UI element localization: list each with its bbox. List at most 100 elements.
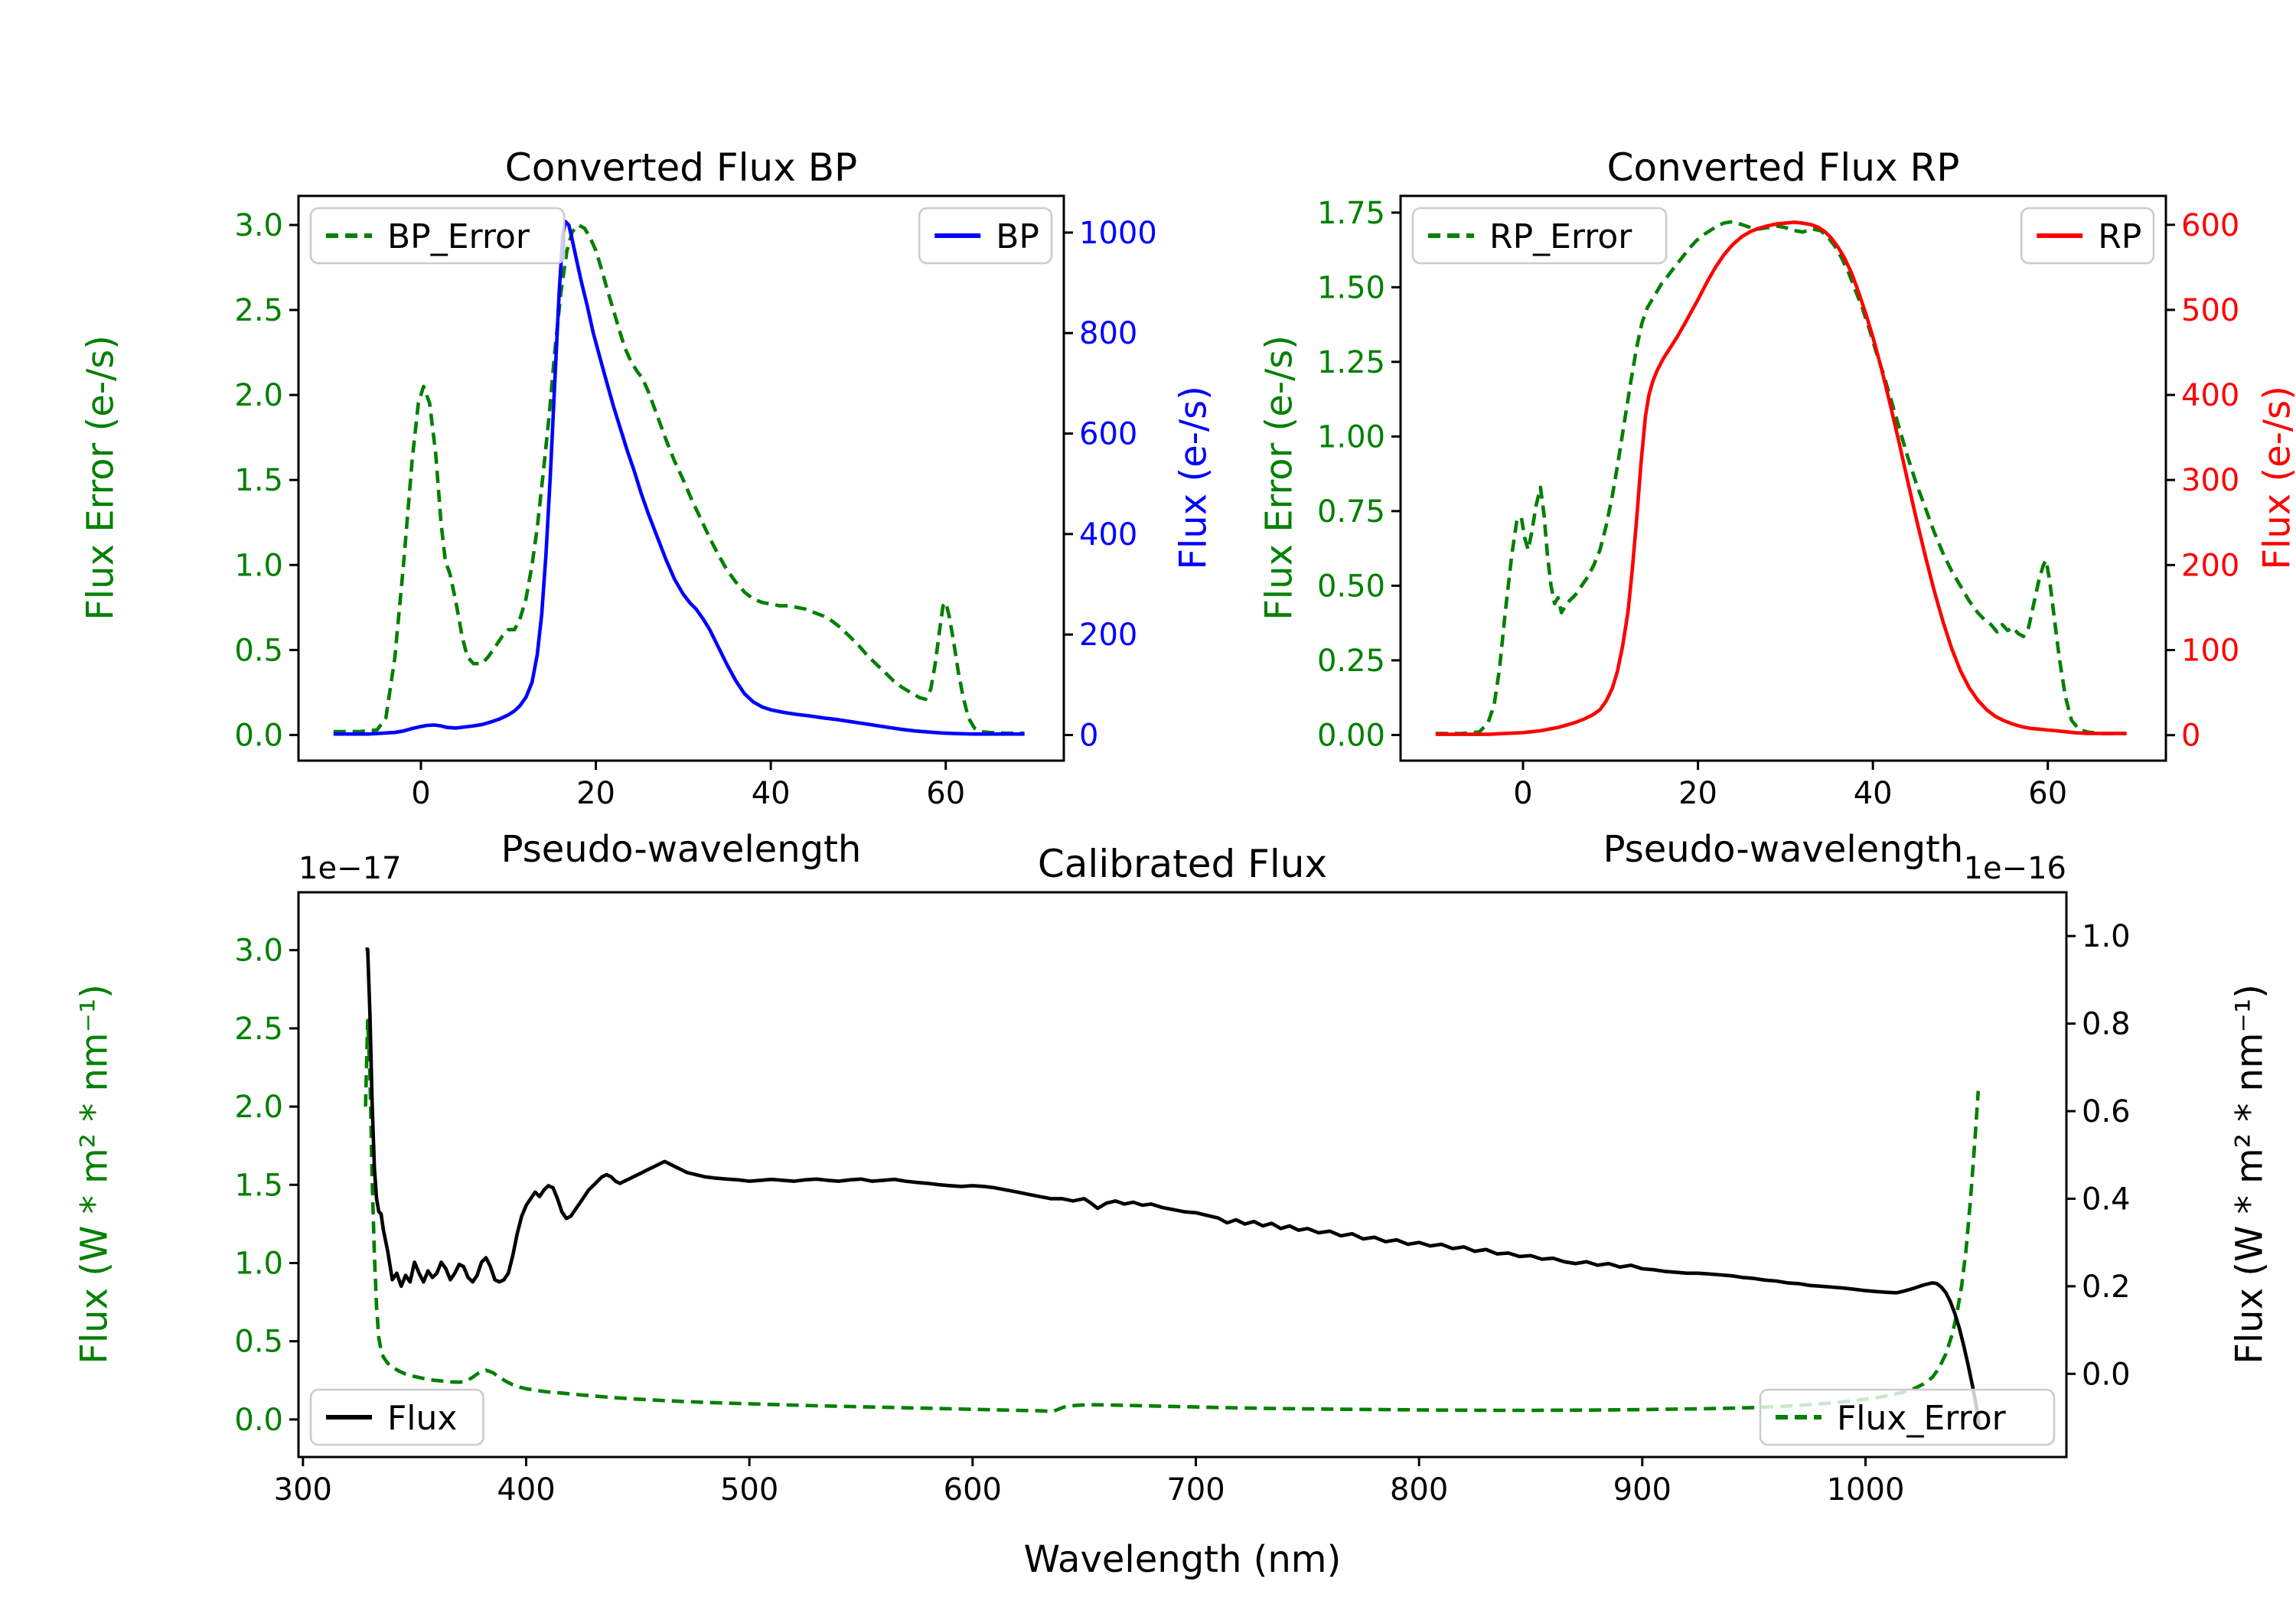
legend-label: BP <box>996 217 1039 256</box>
x-tick-label: 20 <box>1678 776 1717 811</box>
legend-rp-error: RP_Error <box>1411 207 1668 265</box>
x-tick-label: 300 <box>274 1472 332 1508</box>
y-tick-label-right: 100 <box>2181 634 2239 669</box>
y-tick-label-right: 200 <box>1079 618 1137 653</box>
x-axis-label-calibrated: Wavelength (nm) <box>1023 1538 1342 1581</box>
y-tick-label-right: 1000 <box>1079 216 1157 251</box>
y-tick-label-right: 0.0 <box>2082 1357 2131 1392</box>
x-tick-label: 20 <box>576 776 615 811</box>
plot-calibrated: 300 400 500 600 700 800 900 1000 0.0 0.5 1.0 1.5 2.0… <box>234 891 2131 1508</box>
y-axis-label-rp-left: Flux Error (e-/s) <box>1257 335 1301 621</box>
y-tick-label-left: 1.0 <box>234 548 283 583</box>
legend-label: RP <box>2098 217 2141 256</box>
x-tick-label: 40 <box>1854 776 1893 811</box>
x-tick-label: 600 <box>944 1472 1002 1508</box>
y-tick-label-left: 0.25 <box>1317 644 1385 679</box>
y-tick-label-left: 1.5 <box>234 1168 283 1203</box>
y-tick-label-right: 200 <box>2181 548 2239 583</box>
plot-title-calibrated: Calibrated Flux <box>1037 842 1328 886</box>
y-tick-label-left: 2.5 <box>234 293 283 328</box>
legend-frame <box>2020 207 2155 265</box>
y-tick-label-left: 1.75 <box>1317 196 1385 231</box>
plot-rp: 0 20 40 60 0.00 0.25 0.50 0.75 1.00 1.25 1.50 1.75 0… <box>1317 194 2239 811</box>
y-axis-label-calibrated-right: Flux (W * m² * nm⁻¹) <box>2228 984 2272 1364</box>
x-tick-label: 60 <box>2028 776 2067 811</box>
scale-offset-right: 1e−16 <box>1963 849 2067 886</box>
y-tick-label-right: 600 <box>1079 417 1137 452</box>
legend-flux: Flux <box>309 1388 484 1446</box>
y-axis-label-bp-right: Flux (e-/s) <box>1172 386 1215 570</box>
y-tick-label-left: 0.75 <box>1317 494 1385 530</box>
plot-title-rp: Converted Flux RP <box>1606 145 1960 190</box>
x-axis-label-rp: Pseudo-wavelength <box>1603 828 1964 871</box>
series-flux-error <box>364 1019 1981 1413</box>
series-bp-error <box>333 223 1025 735</box>
y-tick-label-right: 0.4 <box>2082 1182 2131 1217</box>
legend-frame <box>309 207 566 265</box>
y-tick-label-left: 2.5 <box>234 1012 283 1047</box>
legend-flux-error: Flux_Error <box>1759 1388 2056 1446</box>
legend-frame <box>918 207 1053 265</box>
axes-spines-rp <box>1399 194 2167 762</box>
y-tick-label-left: 0.5 <box>234 1325 283 1360</box>
plot-bp: 0 20 40 60 0.0 0.5 1.0 1.5 2.0 2.5 3.0 0 200 400 600 80… <box>234 194 1157 811</box>
y-tick-label-left: 0.0 <box>234 1403 283 1438</box>
axes-spines-calibrated <box>297 891 2068 1459</box>
series-flux <box>365 947 1981 1427</box>
legend-label: Flux_Error <box>1837 1399 2007 1438</box>
y-tick-label-right: 400 <box>1079 517 1137 553</box>
y-tick-label-right: 400 <box>2181 378 2239 413</box>
x-tick-label: 500 <box>720 1472 778 1508</box>
y-tick-label-left: 1.25 <box>1317 345 1385 380</box>
y-tick-label-right: 300 <box>2181 463 2239 498</box>
y-tick-label-left: 1.00 <box>1317 419 1385 455</box>
x-tick-label: 1000 <box>1827 1472 1905 1508</box>
legend-frame <box>1759 1388 2056 1446</box>
y-tick-label-right: 0.2 <box>2082 1270 2131 1305</box>
y-tick-label-right: 0 <box>2181 719 2200 754</box>
y-tick-label-left: 1.5 <box>234 463 283 498</box>
y-tick-label-left: 1.0 <box>234 1247 283 1282</box>
y-tick-label-right: 0.8 <box>2082 1007 2131 1042</box>
legend-frame <box>1411 207 1668 265</box>
y-tick-label-left: 2.0 <box>234 378 283 413</box>
y-tick-label-left: 0.5 <box>234 633 283 668</box>
axes-spines-bp <box>297 194 1065 762</box>
y-tick-label-left: 0.00 <box>1317 718 1385 753</box>
y-tick-label-left: 0.50 <box>1317 569 1385 604</box>
legend-bp-error: BP_Error <box>309 207 566 265</box>
legend-label: Flux <box>387 1399 457 1438</box>
y-tick-label-right: 1.0 <box>2082 919 2131 954</box>
x-tick-label: 0 <box>1513 776 1532 811</box>
legend-label: RP_Error <box>1489 217 1632 256</box>
x-tick-label: 400 <box>497 1472 555 1508</box>
x-tick-label: 800 <box>1390 1472 1448 1508</box>
y-tick-label-left: 0.0 <box>234 718 283 753</box>
y-tick-label-right: 0 <box>1079 719 1098 754</box>
series-bp <box>333 220 1025 736</box>
x-tick-label: 60 <box>926 776 965 811</box>
y-axis-label-bp-left: Flux Error (e-/s) <box>79 335 122 621</box>
y-axis-label-calibrated-left: Flux (W * m² * nm⁻¹) <box>73 984 116 1364</box>
y-tick-label-left: 1.50 <box>1317 270 1385 305</box>
x-tick-label: 900 <box>1613 1472 1671 1508</box>
legend-frame <box>309 1388 484 1446</box>
y-tick-label-right: 0.6 <box>2082 1094 2131 1129</box>
y-tick-label-right: 800 <box>1079 316 1137 351</box>
plot-title-bp: Converted Flux BP <box>504 145 858 190</box>
x-tick-label: 40 <box>752 776 791 811</box>
y-axis-label-rp-right: Flux (e-/s) <box>2255 386 2296 570</box>
y-tick-label-right: 600 <box>2181 208 2239 243</box>
legend-label: BP_Error <box>387 217 530 256</box>
y-tick-label-left: 3.0 <box>234 934 283 969</box>
y-tick-label-right: 500 <box>2181 293 2239 328</box>
series-rp-error <box>1435 220 2127 735</box>
scale-offset-left: 1e−17 <box>298 849 402 886</box>
series-rp <box>1435 220 2127 736</box>
y-tick-label-left: 3.0 <box>234 208 283 243</box>
x-axis-label-bp: Pseudo-wavelength <box>501 828 862 871</box>
legend-rp: RP <box>2020 207 2155 265</box>
